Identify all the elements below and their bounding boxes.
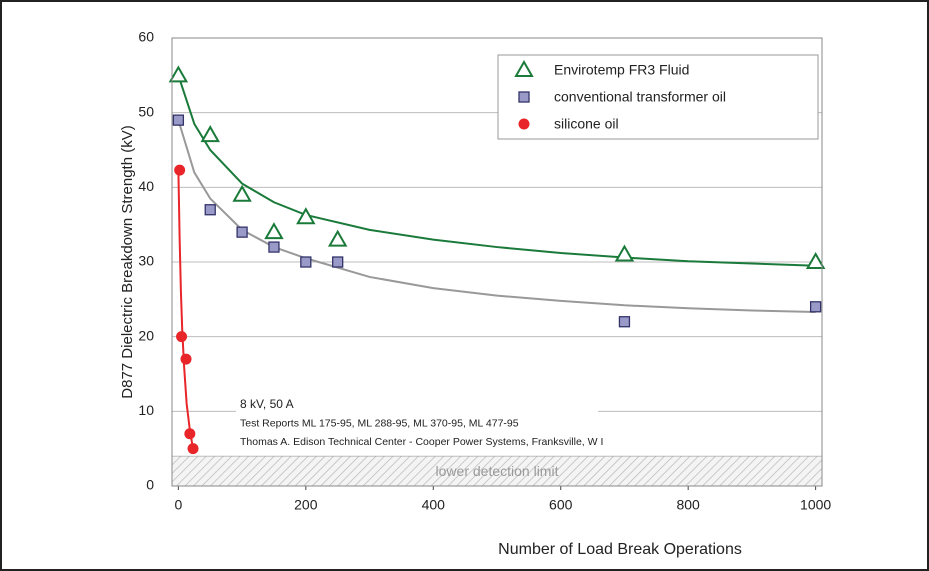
detection-band (171, 455, 823, 487)
x-tick-label: 800 (676, 497, 700, 513)
trend-line (177, 119, 816, 314)
x-tick-label: 600 (549, 497, 573, 513)
square-marker (332, 256, 344, 268)
annotation: 8 kV, 50 A (240, 397, 294, 411)
triangle-marker (514, 59, 534, 77)
plot-border (171, 37, 823, 487)
annotation: Thomas A. Edison Technical Center - Coop… (240, 436, 603, 448)
x-tick-label: 200 (294, 497, 318, 513)
square-marker (518, 91, 530, 103)
circle-marker (180, 353, 192, 365)
x-tick-label: 1000 (800, 497, 831, 513)
x-axis-label: Number of Load Break Operations (498, 541, 742, 558)
triangle-marker (232, 184, 252, 202)
square-marker (618, 316, 631, 328)
annotation-bg (236, 395, 598, 449)
legend-box (497, 54, 819, 140)
y-tick-label: 30 (138, 253, 154, 269)
legend-label: silicone oil (554, 116, 619, 132)
square-marker (809, 301, 822, 313)
circle-marker (187, 443, 199, 455)
square-marker (300, 256, 312, 268)
y-tick-label: 20 (138, 327, 154, 343)
triangle-marker (168, 65, 189, 83)
triangle-marker (200, 125, 220, 143)
x-tick-label: 400 (422, 497, 446, 513)
triangle-marker (327, 229, 348, 247)
legend-label: conventional transformer oil (554, 89, 726, 105)
y-tick-label: 10 (138, 402, 154, 418)
y-tick-label: 60 (138, 29, 154, 45)
circle-marker (176, 331, 188, 343)
legend-label: Envirotemp FR3 Fluid (554, 62, 689, 78)
square-marker (268, 241, 280, 253)
circle-marker (518, 118, 530, 130)
circle-marker (174, 164, 186, 176)
square-marker (172, 114, 185, 126)
y-axis-label: D877 Dielectric Breakdown Strength (kV) (119, 125, 136, 398)
trend-line (177, 75, 816, 267)
triangle-marker (614, 244, 635, 262)
y-tick-label: 40 (138, 178, 154, 194)
triangle-marker (805, 251, 826, 269)
detection-label: lower detection limit (436, 463, 559, 479)
trend-line (177, 170, 195, 449)
triangle-marker (296, 207, 316, 225)
annotation: Test Reports ML 175-95, ML 288-95, ML 37… (240, 417, 519, 429)
x-tick-label: 0 (174, 497, 182, 513)
square-marker (204, 204, 216, 216)
y-tick-label: 50 (138, 103, 154, 119)
y-tick-label: 0 (146, 477, 154, 493)
triangle-marker (264, 222, 284, 240)
circle-marker (184, 428, 196, 440)
square-marker (236, 226, 248, 238)
